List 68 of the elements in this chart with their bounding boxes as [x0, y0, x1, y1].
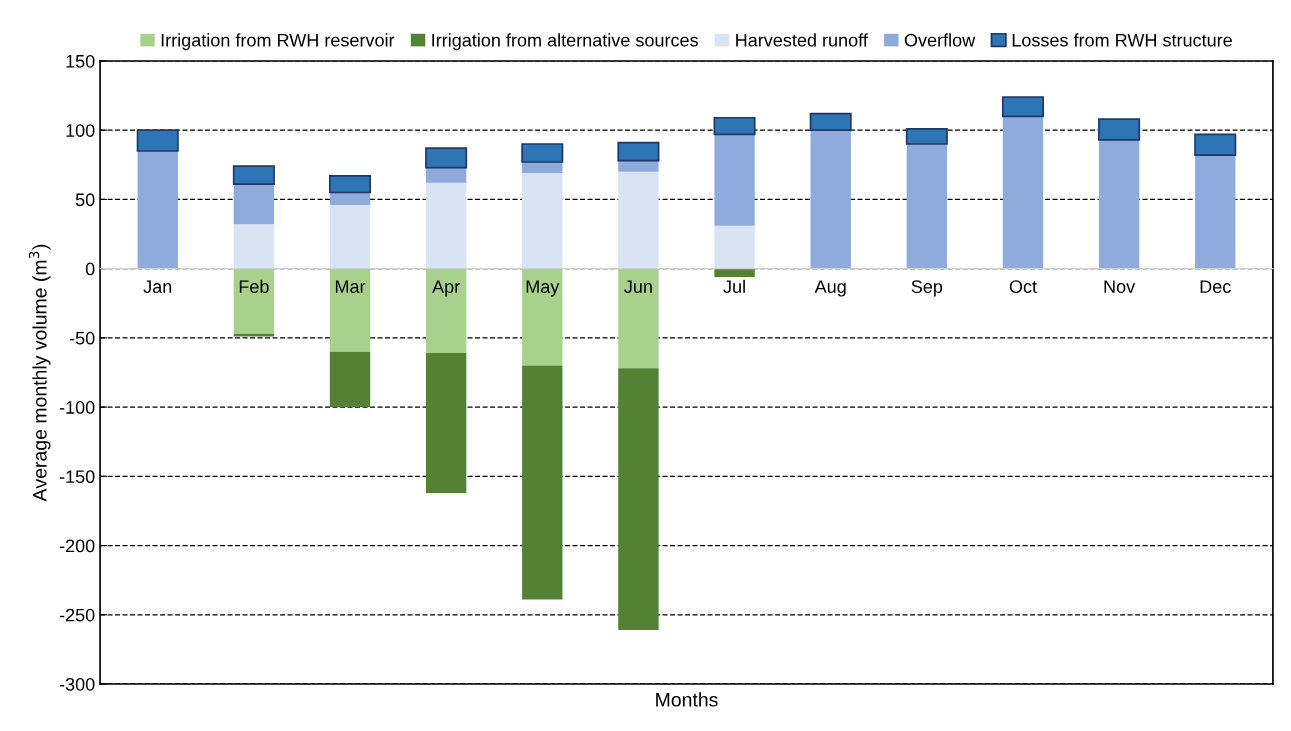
bar	[232, 165, 275, 186]
bar	[809, 112, 852, 132]
bar	[905, 127, 948, 145]
bar	[425, 268, 467, 354]
bar	[233, 224, 275, 269]
bar	[137, 150, 178, 269]
x-tick-label: Oct	[1009, 280, 1037, 294]
bar	[233, 184, 275, 225]
x-tick-label: Jul	[723, 279, 745, 294]
y-tick-label: -250	[59, 608, 95, 622]
bar	[521, 143, 564, 163]
x-tick-label: Nov	[1104, 280, 1136, 294]
bar	[328, 175, 372, 194]
y-tick-label: -300	[59, 677, 95, 691]
x-tick-label: Mar	[335, 280, 366, 294]
bar	[522, 365, 563, 600]
x-tick-label: Sep	[911, 280, 943, 297]
bar	[714, 134, 755, 226]
x-axis-title: Months	[656, 692, 718, 707]
y-tick-label: -50	[69, 331, 95, 345]
y-axis-title: Average monthly volume (m$^{3}$)	[28, 244, 51, 502]
bar	[1098, 118, 1141, 141]
bar	[425, 167, 467, 183]
bar	[136, 129, 179, 152]
legend-label: Harvested runoff	[736, 33, 868, 47]
bar	[329, 204, 371, 269]
bar	[425, 353, 467, 493]
bar	[618, 268, 659, 369]
bar	[713, 116, 756, 136]
bar	[714, 225, 755, 269]
y-tick-label: 150	[66, 54, 95, 68]
y-tick-label: 100	[66, 124, 95, 137]
bar	[329, 268, 371, 352]
y-tick-label: 0	[85, 262, 95, 276]
bar	[425, 182, 467, 269]
bar	[714, 268, 755, 277]
x-tick-label: Jun	[624, 280, 652, 294]
bar	[906, 144, 948, 269]
bar	[1098, 139, 1140, 269]
bar	[329, 192, 371, 205]
y-tick-label: -100	[59, 401, 95, 414]
x-tick-label: May	[526, 280, 560, 297]
bar	[1002, 116, 1044, 269]
x-tick-label: Aug	[814, 280, 846, 297]
legend-label: Irrigation from alternative sources	[432, 33, 698, 51]
bar	[329, 351, 371, 408]
legend-label: Irrigation from RWH reservoir	[161, 33, 395, 51]
bar	[522, 268, 563, 366]
y-tick-label: 50	[75, 193, 95, 207]
legend-label: Overflow	[904, 33, 976, 47]
bar	[233, 268, 275, 334]
legend-label: Losses from RWH structure	[1012, 33, 1232, 47]
bar	[522, 173, 563, 269]
x-tick-label: Dec	[1200, 280, 1231, 294]
y-tick-label: -200	[59, 539, 95, 553]
x-tick-label: Jan	[143, 280, 172, 294]
bar	[618, 160, 659, 172]
bar	[810, 130, 851, 269]
y-tick-label: -150	[59, 470, 95, 484]
bar	[1195, 155, 1236, 269]
bar	[618, 368, 659, 630]
x-tick-label: Feb	[239, 279, 269, 294]
bar	[618, 171, 659, 269]
bar	[425, 147, 468, 169]
bar	[617, 141, 660, 162]
bar	[1001, 96, 1044, 118]
bar	[1194, 133, 1237, 156]
x-tick-label: Apr	[432, 280, 460, 297]
